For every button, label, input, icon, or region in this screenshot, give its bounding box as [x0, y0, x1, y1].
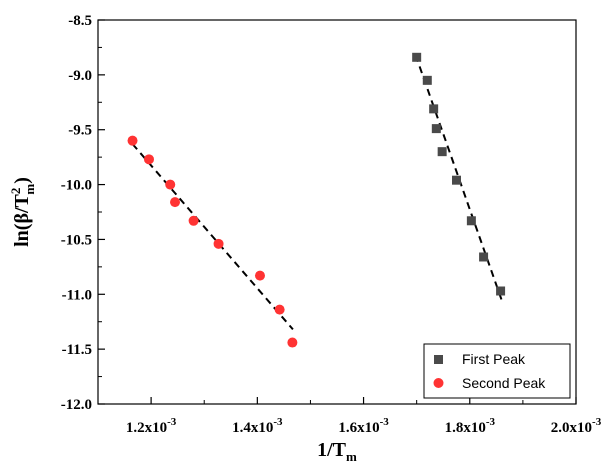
y-tick-label: -8.5 — [68, 13, 92, 29]
legend: First Peak Second Peak — [423, 343, 571, 399]
y-axis-title-subscript: m — [22, 184, 37, 195]
y-axis-title-superscript: 2 — [8, 188, 23, 195]
y-tick-label: -11.5 — [62, 342, 92, 358]
second-peak-point — [170, 197, 181, 208]
first-peak-point — [429, 104, 439, 114]
legend-label-first-peak: First Peak — [462, 351, 526, 367]
second-peak-point — [143, 154, 154, 165]
y-tick-label: -10.5 — [61, 232, 92, 248]
y-tick-label: -12.0 — [61, 397, 92, 413]
second-peak-point — [274, 304, 285, 315]
second-peak-point — [165, 179, 176, 190]
x-tick-label: 1.2x10-3 — [126, 416, 177, 436]
first-peak-point — [466, 216, 476, 226]
x-axis-title: 1/Tm — [317, 439, 357, 464]
fit-line-first-peak — [414, 54, 504, 304]
second-peak-point — [287, 337, 298, 348]
legend-second-peak-circle-icon — [433, 378, 444, 388]
data-markers-layer — [127, 52, 506, 348]
plot-area-frame — [97, 19, 577, 405]
x-tick-label: 1.4x10-3 — [232, 416, 283, 436]
second-peak-point — [188, 215, 199, 226]
x-tick-label: 1.8x10-3 — [445, 416, 496, 436]
fit-line-second-peak — [131, 143, 294, 331]
x-axis-title-subscript: m — [346, 449, 357, 464]
x-axis-title-main: 1/T — [317, 439, 347, 461]
first-peak-point — [479, 252, 489, 262]
y-tick-label: -9.0 — [68, 68, 92, 84]
fit-lines-layer — [131, 54, 504, 331]
y-axis-title-close: ) — [11, 177, 33, 184]
legend-first-peak-square-icon — [434, 355, 443, 364]
x-tick-label: 1.6x10-3 — [338, 416, 389, 436]
first-peak-point — [452, 175, 461, 185]
second-peak-point — [213, 238, 224, 249]
y-axis-title: ln(β/T2m) — [8, 177, 37, 247]
legend-box — [423, 343, 571, 399]
legend-label-second-peak: Second Peak — [462, 375, 546, 391]
x-tick-label: 2.0x10-3 — [551, 416, 602, 436]
y-tick-label: -11.0 — [62, 287, 92, 303]
y-tick-label: -9.5 — [68, 123, 92, 139]
first-peak-point — [431, 124, 441, 134]
first-peak-point — [496, 286, 506, 296]
second-peak-point — [254, 270, 265, 281]
first-peak-point — [437, 147, 447, 157]
tick-labels-layer: -8.5 -9.0 -9.5 -10.0 -10.5 -11.0 -11.5 -12.0 1.2… — [61, 13, 602, 436]
y-axis-title-main: ln(β/T — [11, 193, 33, 246]
y-tick-label: -10.0 — [61, 178, 92, 194]
second-peak-point — [127, 135, 138, 146]
first-peak-point — [422, 75, 432, 85]
first-peak-point — [412, 52, 422, 62]
